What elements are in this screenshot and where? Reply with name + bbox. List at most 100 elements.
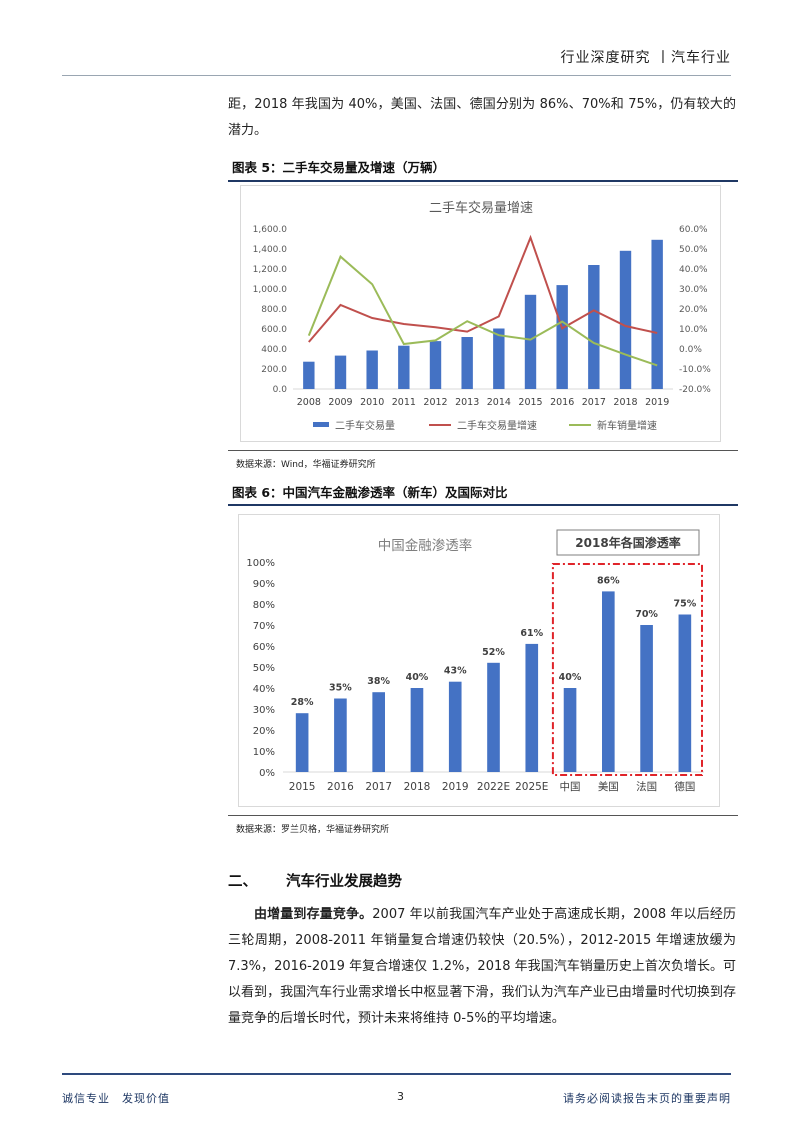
chart2-y-tick: 80% — [253, 600, 275, 611]
section-title: 汽车行业发展趋势 — [286, 874, 402, 890]
chart2-data-label: 70% — [635, 609, 658, 620]
body-paragraph-text: 2007 年以前我国汽车产业处于高速成长期，2008 年以后经历三轮周期，200… — [228, 907, 736, 1026]
chart1-y-left-tick: 1,600.0 — [253, 225, 288, 235]
footer-disclaimer: 请务必阅读报告末页的重要声明 — [563, 1092, 731, 1105]
chart1-legend-swatch — [313, 422, 329, 427]
chart1-bar — [493, 328, 505, 389]
figure6-source: 数据来源：罗兰贝格，华福证券研究所 — [236, 825, 390, 835]
chart2-inset-title: 2018年各国渗透率 — [575, 535, 680, 550]
body-paragraph: 由增量到存量竞争。2007 年以前我国汽车产业处于高速成长期，2008 年以后经… — [228, 902, 736, 1032]
chart1-y-right-tick: 10.0% — [679, 325, 708, 335]
figure5-caption: 图表 5：二手车交易量及增速（万辆） — [232, 160, 446, 175]
chart1-title: 二手车交易量增速 — [429, 200, 533, 216]
chart2-x-tick: 2017 — [365, 781, 392, 793]
chart2-data-label: 75% — [673, 599, 696, 610]
chart2-x-tick: 2022E — [477, 781, 510, 793]
figure5-source: 数据来源：Wind，华福证券研究所 — [236, 460, 376, 470]
chart2-bar — [372, 692, 385, 772]
chart1-y-right-tick: 60.0% — [679, 225, 708, 235]
chart2-bar — [525, 643, 539, 772]
chart1-bar — [429, 341, 442, 389]
figure6-bottom-rule — [228, 815, 738, 816]
chart2-x-tick: 德国 — [674, 780, 695, 793]
chart2-bar — [602, 591, 615, 772]
chart2-x-tick: 美国 — [598, 780, 619, 793]
chart2-x-tick: 2019 — [442, 781, 469, 793]
chart2-bar — [563, 688, 577, 772]
chart1-y-left-tick: 200.0 — [261, 365, 287, 375]
chart1-y-left-tick: 1,200.0 — [253, 265, 288, 275]
figure6-chart-frame: 中国金融渗透率 0% 10% 20% 30% 40% 50% 60% 70% 80% 90% 100%… — [238, 514, 720, 807]
chart1-bar — [651, 239, 663, 389]
chart1-x-tick: 2015 — [518, 397, 542, 408]
chart1-legend-label: 新车销量增速 — [597, 419, 657, 432]
chart2-bar — [295, 713, 309, 772]
chart1-y-left-tick: 400.0 — [261, 345, 287, 355]
chart1-y-right-tick: 40.0% — [679, 265, 708, 275]
chart1-bar — [334, 355, 347, 389]
chart1-x-tick: 2016 — [550, 397, 574, 408]
chart1-bar — [619, 250, 632, 389]
chart2-bar — [640, 625, 653, 772]
chart2-bar — [448, 681, 462, 772]
chart1-y-right-tick: -10.0% — [679, 365, 711, 375]
chart1-y-right-tick: 0.0% — [679, 345, 702, 355]
chart2-bar — [410, 688, 424, 772]
chart1-y-left-tick: 0.0 — [273, 385, 288, 395]
figure5-bottom-rule — [228, 450, 738, 451]
figure5-chart-frame: 二手车交易量增速 0.0 200.0 400.0 600.0 800.0 1,000.0 1,… — [240, 185, 721, 442]
chart2-y-tick: 50% — [253, 663, 275, 674]
chart2-data-label: 40% — [406, 672, 429, 683]
chart2-data-label: 35% — [329, 683, 352, 694]
chart1-bar — [461, 337, 473, 389]
chart2-data-label: 86% — [597, 575, 620, 586]
chart1-y-right-tick: 30.0% — [679, 285, 708, 295]
chart1-y-left-tick: 600.0 — [261, 325, 287, 335]
header-title: 行业深度研究 丨汽车行业 — [560, 50, 731, 66]
chart1-x-tick: 2008 — [297, 397, 321, 408]
chart1-line-new-car-growth — [307, 254, 658, 367]
chart1-x-tick: 2014 — [487, 397, 511, 408]
chart2-y-tick: 60% — [253, 642, 275, 653]
intro-paragraph: 距，2018 年我国为 40%，美国、法国、德国分别为 86%、70%和 75%… — [228, 97, 736, 138]
chart1-y-left-tick: 800.0 — [261, 305, 287, 315]
chart1-line-used-car-growth — [308, 234, 658, 343]
chart2-data-label: 38% — [367, 676, 390, 687]
chart2-data-label: 52% — [482, 647, 505, 658]
chart2-y-tick: 40% — [253, 684, 275, 695]
chart1-y-right-tick: 20.0% — [679, 305, 708, 315]
chart2-x-tick: 中国 — [560, 780, 581, 793]
chart2-y-tick: 90% — [253, 579, 275, 590]
chart2-x-tick: 2016 — [327, 781, 354, 793]
chart2-title: 中国金融渗透率 — [378, 537, 473, 554]
section-heading: 二、 汽车行业发展趋势 — [228, 870, 402, 891]
chart1-bar — [366, 350, 378, 389]
chart1-bar — [588, 265, 600, 389]
chart1-x-tick: 2017 — [582, 397, 606, 408]
header-rule — [62, 75, 731, 76]
chart1-legend-label: 二手车交易量增速 — [457, 419, 537, 432]
chart2-data-label: 43% — [444, 666, 467, 677]
chart2-y-tick: 70% — [253, 621, 275, 632]
section-number: 二、 — [228, 874, 257, 890]
chart2-y-tick: 0% — [259, 768, 275, 779]
chart2-y-tick: 10% — [253, 747, 275, 758]
chart1-x-tick: 2011 — [392, 397, 416, 408]
chart2-x-tick: 2018 — [404, 781, 431, 793]
footer-slogan: 诚信专业 发现价值 — [62, 1092, 170, 1105]
chart1-x-tick: 2019 — [645, 397, 669, 408]
chart1-legend-label: 二手车交易量 — [335, 419, 395, 432]
chart2-y-tick: 30% — [253, 705, 275, 716]
chart1-y-right-tick: -20.0% — [679, 385, 711, 395]
page-number: 3 — [397, 1090, 404, 1103]
chart1-y-left-tick: 1,000.0 — [253, 285, 288, 295]
chart1-x-tick: 2009 — [328, 397, 352, 408]
figure5-chart: 二手车交易量增速 0.0 200.0 400.0 600.0 800.0 1,000.0 1,… — [253, 200, 712, 432]
figure6-caption: 图表 6：中国汽车金融渗透率（新车）及国际对比 — [232, 485, 508, 500]
chart1-bar — [556, 285, 568, 389]
figure5-top-rule — [228, 180, 738, 182]
chart2-bar — [334, 698, 347, 772]
chart1-bar — [524, 294, 537, 389]
chart2-bar — [487, 662, 500, 772]
chart1-x-tick: 2012 — [423, 397, 447, 408]
